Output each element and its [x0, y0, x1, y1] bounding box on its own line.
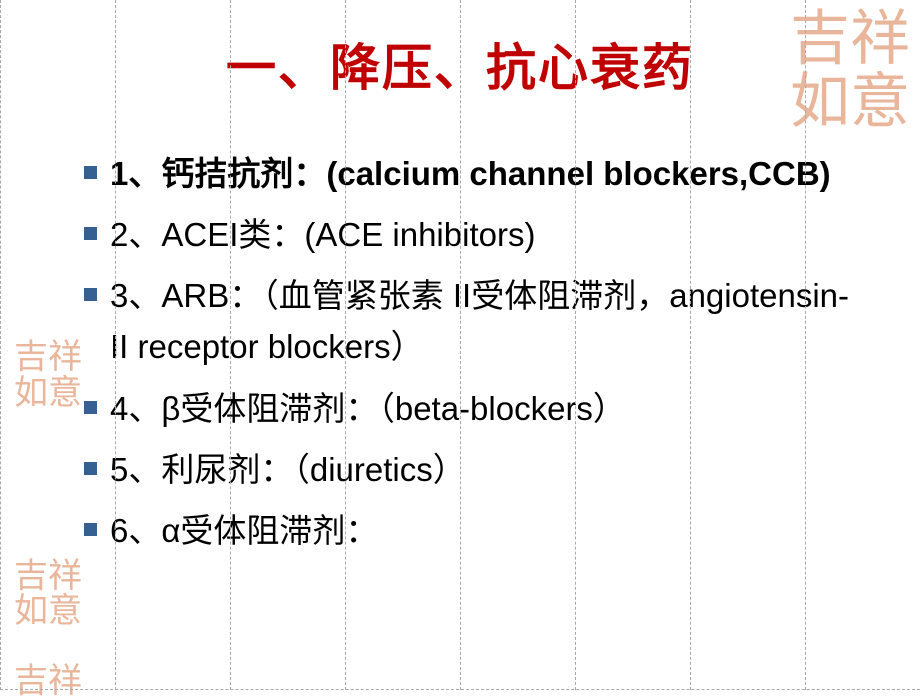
grid-guide-vertical	[345, 0, 346, 690]
grid-guide-vertical	[805, 0, 806, 690]
list-item: 5、利尿剂：（diuretics）	[84, 444, 860, 495]
list-item-text: 2、ACEI类：(ACE inhibitors)	[110, 216, 535, 253]
list-item: 3、ARB：（血管紧张素 II受体阻滞剂，angiotensin-II rece…	[84, 270, 860, 372]
grid-guide-vertical	[460, 0, 461, 690]
list-item-text: 6、α受体阻滞剂：	[110, 512, 378, 549]
list-item: 1、钙拮抗剂：(calcium channel blockers,CCB)	[84, 148, 860, 199]
list-item-text: 4、β受体阻滞剂：（beta-blockers）	[110, 390, 626, 427]
list-item-text: 3、ARB：（血管紧张素 II受体阻滞剂，angiotensin-II rece…	[110, 277, 849, 365]
list-item: 4、β受体阻滞剂：（beta-blockers）	[84, 383, 860, 434]
grid-guide-vertical	[575, 0, 576, 690]
grid-guide-vertical	[230, 0, 231, 690]
list-item: 2、ACEI类：(ACE inhibitors)	[84, 209, 860, 260]
grid-guide-vertical	[690, 0, 691, 690]
list-item-text: 1、钙拮抗剂：(calcium channel blockers,CCB)	[110, 155, 831, 192]
list-item-text: 5、利尿剂：（diuretics）	[110, 451, 466, 488]
list-item: 6、α受体阻滞剂：	[84, 505, 860, 556]
grid-guide-vertical	[0, 0, 1, 690]
grid-guide-vertical	[115, 0, 116, 690]
